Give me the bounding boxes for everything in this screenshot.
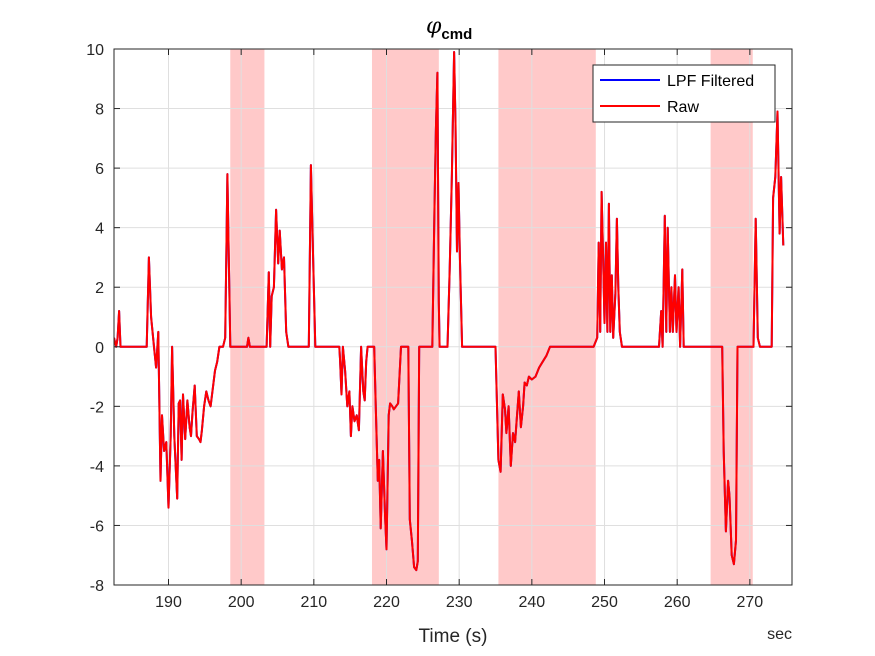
shaded-regions <box>230 49 753 585</box>
y-tick-label: 10 <box>86 42 104 59</box>
x-tick-label: 250 <box>591 594 618 611</box>
series-lines <box>114 51 785 572</box>
x-axis-label: Time (s) <box>419 626 488 647</box>
shaded-region-1 <box>230 49 265 585</box>
x-axis-ticks: 190 200 210 220 230 240 250 260 270 <box>155 49 763 611</box>
chart-title-subscript: cmd <box>441 26 472 43</box>
y-tick-label: 0 <box>95 340 104 357</box>
shaded-region-2 <box>371 49 439 585</box>
x-tick-label: 200 <box>228 594 255 611</box>
y-tick-label: 4 <box>95 221 104 238</box>
x-axis-unit-label: sec <box>767 626 792 643</box>
y-tick-label: -4 <box>90 459 104 476</box>
y-tick-label: -6 <box>90 518 104 535</box>
x-tick-label: 220 <box>373 594 400 611</box>
y-tick-label: -8 <box>90 578 104 595</box>
x-tick-label: 230 <box>446 594 473 611</box>
y-tick-label: 6 <box>95 161 104 178</box>
x-tick-label: 210 <box>300 594 327 611</box>
y-tick-label: 2 <box>95 280 104 297</box>
y-tick-label: 8 <box>95 102 104 119</box>
x-tick-label: 270 <box>737 594 764 611</box>
shaded-region-3 <box>498 49 596 585</box>
legend-label-lpf-filtered: LPF Filtered <box>667 73 754 90</box>
x-tick-label: 260 <box>664 594 691 611</box>
legend-label-raw: Raw <box>667 99 699 116</box>
chart-title-symbol: φ <box>426 14 442 39</box>
legend: LPF Filtered Raw <box>592 64 776 123</box>
chart-title: φcmd <box>426 14 472 43</box>
legend-box <box>592 64 776 123</box>
y-axis-ticks: -8 -6 -4 -2 0 2 4 6 8 10 <box>86 42 792 595</box>
shaded-region-4 <box>710 49 753 585</box>
series-line-raw <box>114 51 785 572</box>
x-tick-label: 190 <box>155 594 182 611</box>
plot-area-border <box>113 48 793 586</box>
x-tick-label: 240 <box>518 594 545 611</box>
y-tick-label: -2 <box>90 399 104 416</box>
